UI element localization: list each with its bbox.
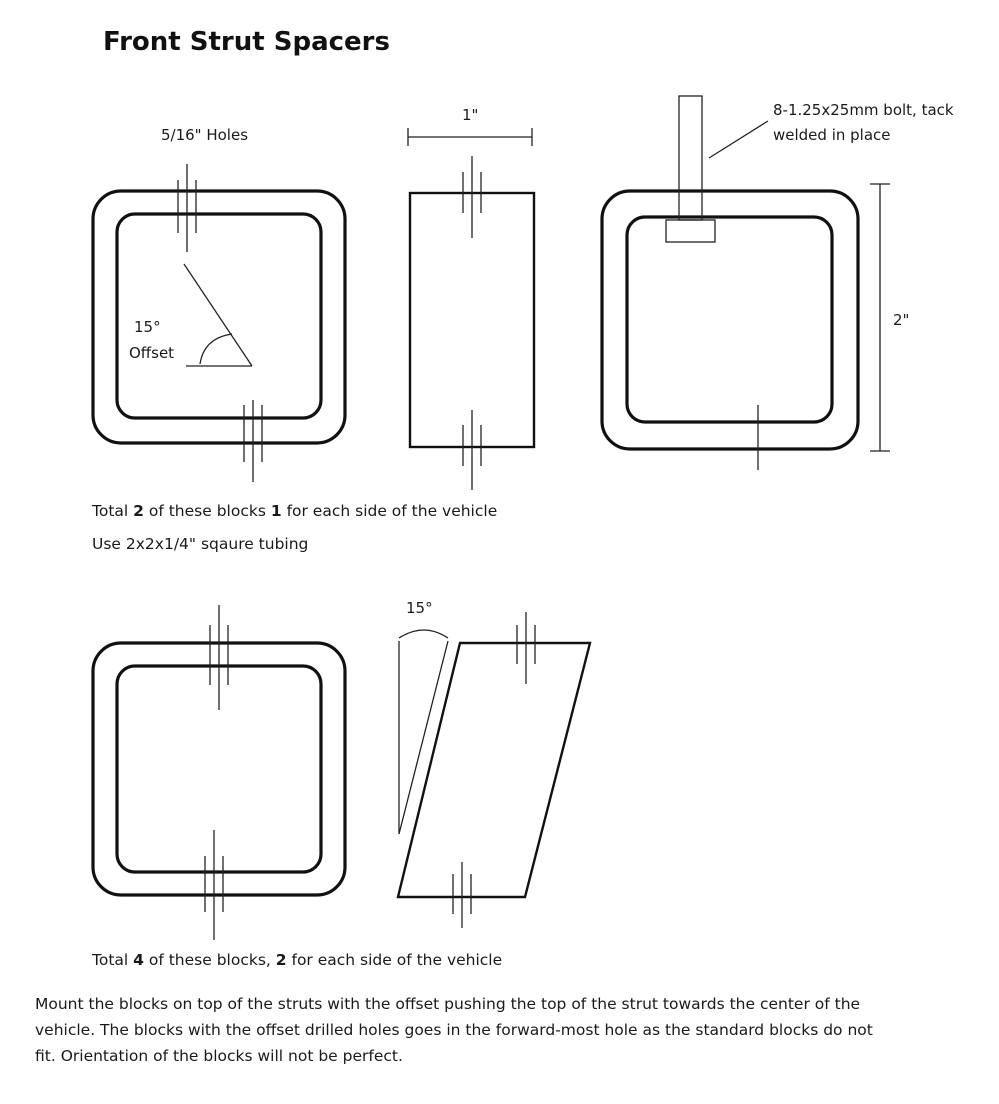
angle-reference-lines xyxy=(398,629,449,835)
block1-quantity-note: Total 2 of these blocks 1 for each side … xyxy=(91,502,497,520)
offset-angle-label: 15° xyxy=(134,318,161,336)
angled-bottom-hole-mark xyxy=(452,862,472,928)
angled-top-hole-mark xyxy=(516,612,536,684)
mount-instructions-line3: fit. Orientation of the blocks will not … xyxy=(35,1047,403,1065)
offset-angle-lines xyxy=(183,263,253,367)
standard-block-front-view xyxy=(91,605,347,940)
offset-label: Offset xyxy=(129,344,174,362)
tube-inner-outline xyxy=(115,212,323,420)
bolt-shank xyxy=(678,95,703,221)
std-top-hole-mark xyxy=(209,605,229,710)
side-bottom-hole-mark xyxy=(462,410,482,490)
bolt-label-line1: 8-1.25x25mm bolt, tack xyxy=(773,101,954,119)
mount-instructions-line1: Mount the blocks on top of the struts wi… xyxy=(35,995,860,1013)
height-dimension-line xyxy=(870,183,890,452)
bolted-tube-inner-outline xyxy=(625,215,834,424)
width-dimension-label: 1" xyxy=(462,106,478,124)
holes-label: 5/16" Holes xyxy=(161,126,248,144)
angle-label: 15° xyxy=(406,599,433,617)
bolted-tube-outer-outline xyxy=(600,189,860,451)
side-top-hole-mark xyxy=(462,156,482,238)
bolt-head xyxy=(665,219,716,243)
block2-quantity-note: Total 4 of these blocks, 2 for each side… xyxy=(91,951,502,969)
bolted-block-front-view: 8-1.25x25mm bolt, tack welded in place 2… xyxy=(600,95,954,470)
page-title: Front Strut Spacers xyxy=(103,27,390,57)
std-bottom-hole-mark xyxy=(204,830,224,940)
top-hole-mark xyxy=(177,164,197,252)
tubing-note: Use 2x2x1/4" sqaure tubing xyxy=(92,535,308,553)
angled-block-side-view: 15° xyxy=(396,599,592,928)
height-dimension-label: 2" xyxy=(893,311,909,329)
bolt-label-line2: welded in place xyxy=(773,126,891,144)
bottom-hole-mark xyxy=(243,400,263,482)
width-dimension-line xyxy=(407,128,533,146)
tube-outer-outline xyxy=(91,189,347,445)
offset-block-front-view: 15° Offset 5/16" Holes xyxy=(91,126,347,482)
block-side-view: 1" xyxy=(407,106,536,490)
angled-side-outline xyxy=(396,641,592,899)
mount-instructions-line2: vehicle. The blocks with the offset dril… xyxy=(35,1021,873,1039)
bolt-leader-line xyxy=(708,120,769,159)
